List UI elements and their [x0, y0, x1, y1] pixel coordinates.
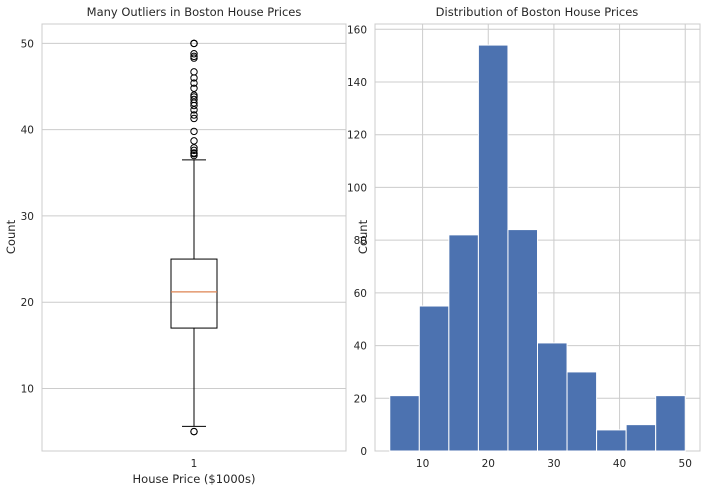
- histogram-x-tick-label: 50: [679, 458, 692, 470]
- boxplot-outliers: [190, 39, 198, 436]
- histogram-y-tick-label: 100: [347, 182, 367, 194]
- histogram-bar: [507, 229, 539, 452]
- boxplot-y-axis-label: Count: [4, 219, 18, 254]
- boxplot-y-tick-labels: 10 20 30 40 50: [21, 38, 34, 395]
- boxplot-outlier-point: [190, 111, 198, 119]
- boxplot-y-tick-label: 20: [21, 297, 34, 309]
- histogram-y-tick-label: 140: [347, 77, 367, 89]
- histogram-x-tick-label: 30: [547, 458, 560, 470]
- boxplot-y-tick-label: 30: [21, 211, 34, 223]
- boxplot-outlier-point: [190, 79, 198, 87]
- histogram-y-tick-label: 20: [354, 393, 367, 405]
- histogram-bar: [418, 305, 450, 452]
- boxplot-outlier-point: [190, 127, 198, 136]
- boxplot-outlier-point: [190, 137, 198, 145]
- boxplot-x-tick-label: 1: [191, 458, 198, 470]
- boxplot-y-tick-label: 40: [21, 125, 34, 137]
- histogram-bar: [655, 395, 686, 452]
- histogram-bar: [448, 234, 479, 452]
- boxplot-title: Many Outliers in Boston House Prices: [87, 5, 302, 19]
- boxplot-x-axis-label: House Price ($1000s): [133, 472, 256, 486]
- boxplot-outlier-point: [190, 68, 198, 76]
- boxplot-y-tick-label: 10: [21, 383, 34, 395]
- histogram-bar: [537, 342, 568, 452]
- histogram-y-tick-label: 120: [347, 130, 367, 142]
- boxplot-outlier-point: [190, 50, 198, 58]
- boxplot-outlier-point: [190, 114, 198, 123]
- histogram-y-tick-label: 80: [354, 235, 367, 247]
- histogram-x-tick-label: 20: [482, 458, 495, 470]
- boxplot-outlier-point: [190, 146, 198, 155]
- boxplot-box-group: [170, 159, 218, 427]
- histogram-bar: [477, 44, 509, 452]
- boxplot-outlier-point: [190, 52, 198, 61]
- histogram-axes: 0 20 40 60 80 100 120 140 160 10 20 30 40 50 Distrib…: [347, 5, 701, 470]
- histogram-y-tick-label: 60: [354, 288, 367, 300]
- boxplot-outlier-point: [190, 144, 198, 152]
- boxplot-outlier-point: [190, 39, 198, 48]
- boxplot-outlier-point: [190, 84, 198, 92]
- histogram-bar: [596, 429, 627, 452]
- histogram-y-tick-label: 40: [354, 341, 367, 353]
- boxplot-x-tick-labels: 1: [191, 458, 198, 470]
- boxplot-y-tick-label: 50: [21, 38, 34, 50]
- boxplot-outlier-point: [190, 106, 198, 114]
- histogram-bar: [625, 424, 657, 452]
- histogram-title: Distribution of Boston House Prices: [436, 5, 639, 19]
- histogram-y-tick-label: 160: [347, 24, 367, 36]
- histogram-x-tick-label: 10: [416, 458, 429, 470]
- histogram-bars: [389, 44, 686, 452]
- boxplot-outlier-point: [190, 149, 198, 157]
- histogram-x-tick-label: 40: [613, 458, 626, 470]
- boxplot-outlier-point: [190, 95, 198, 104]
- boxplot-gridlines: [42, 42, 346, 389]
- histogram-x-tick-labels: 10 20 30 40 50: [416, 458, 692, 470]
- histogram-y-tick-label: 0: [360, 446, 367, 458]
- histogram-bar: [389, 395, 420, 452]
- histogram-y-axis-label: Count: [356, 219, 370, 254]
- boxplot-box: [170, 258, 218, 329]
- boxplot-outlier-point: [190, 91, 198, 99]
- histogram-bar: [566, 371, 598, 452]
- histogram-y-tick-labels: 0 20 40 60 80 100 120 140 160: [347, 24, 367, 458]
- boxplot-outlier-point: [190, 427, 198, 436]
- boxplot-axes: 10 20 30 40 50 1 Many Outliers in Boston Hou…: [4, 5, 347, 486]
